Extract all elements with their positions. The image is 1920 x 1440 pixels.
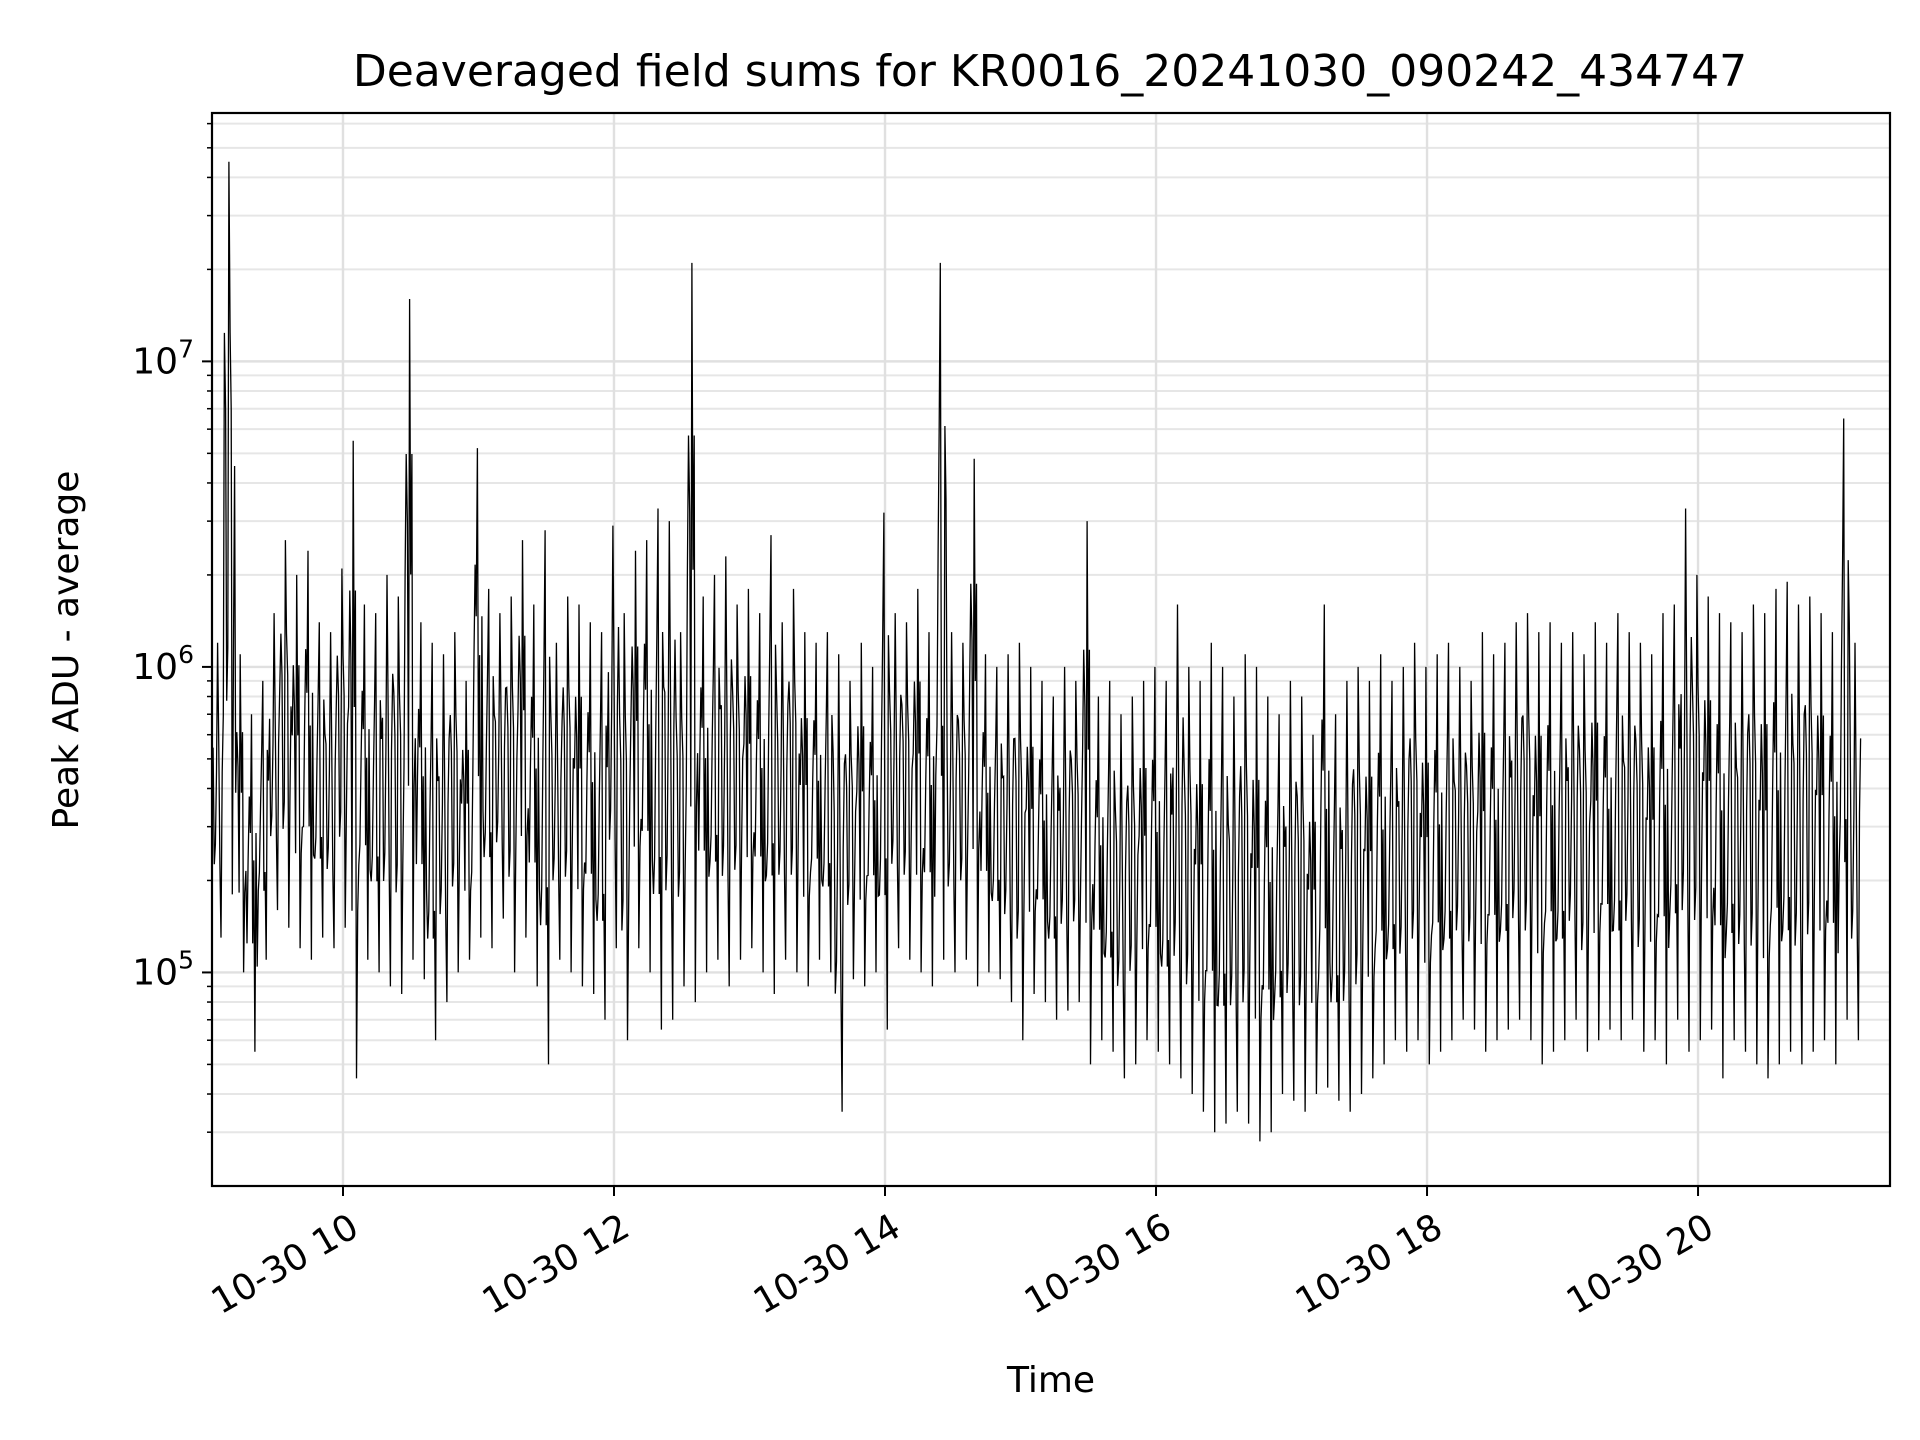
chart-title: Deaveraged field sums for KR0016_2024103… xyxy=(353,46,1747,97)
y-tick-label: 105 xyxy=(132,945,194,993)
plot-area xyxy=(212,161,1862,1142)
x-axis-label: Time xyxy=(1006,1360,1095,1401)
series-line xyxy=(212,161,1862,1142)
plot-frame xyxy=(210,111,1892,1188)
y-axis-label: Peak ADU - average xyxy=(46,471,87,830)
y-tick-label: 106 xyxy=(132,640,194,688)
grid xyxy=(212,113,1890,1186)
y-tick-label: 107 xyxy=(132,334,194,382)
